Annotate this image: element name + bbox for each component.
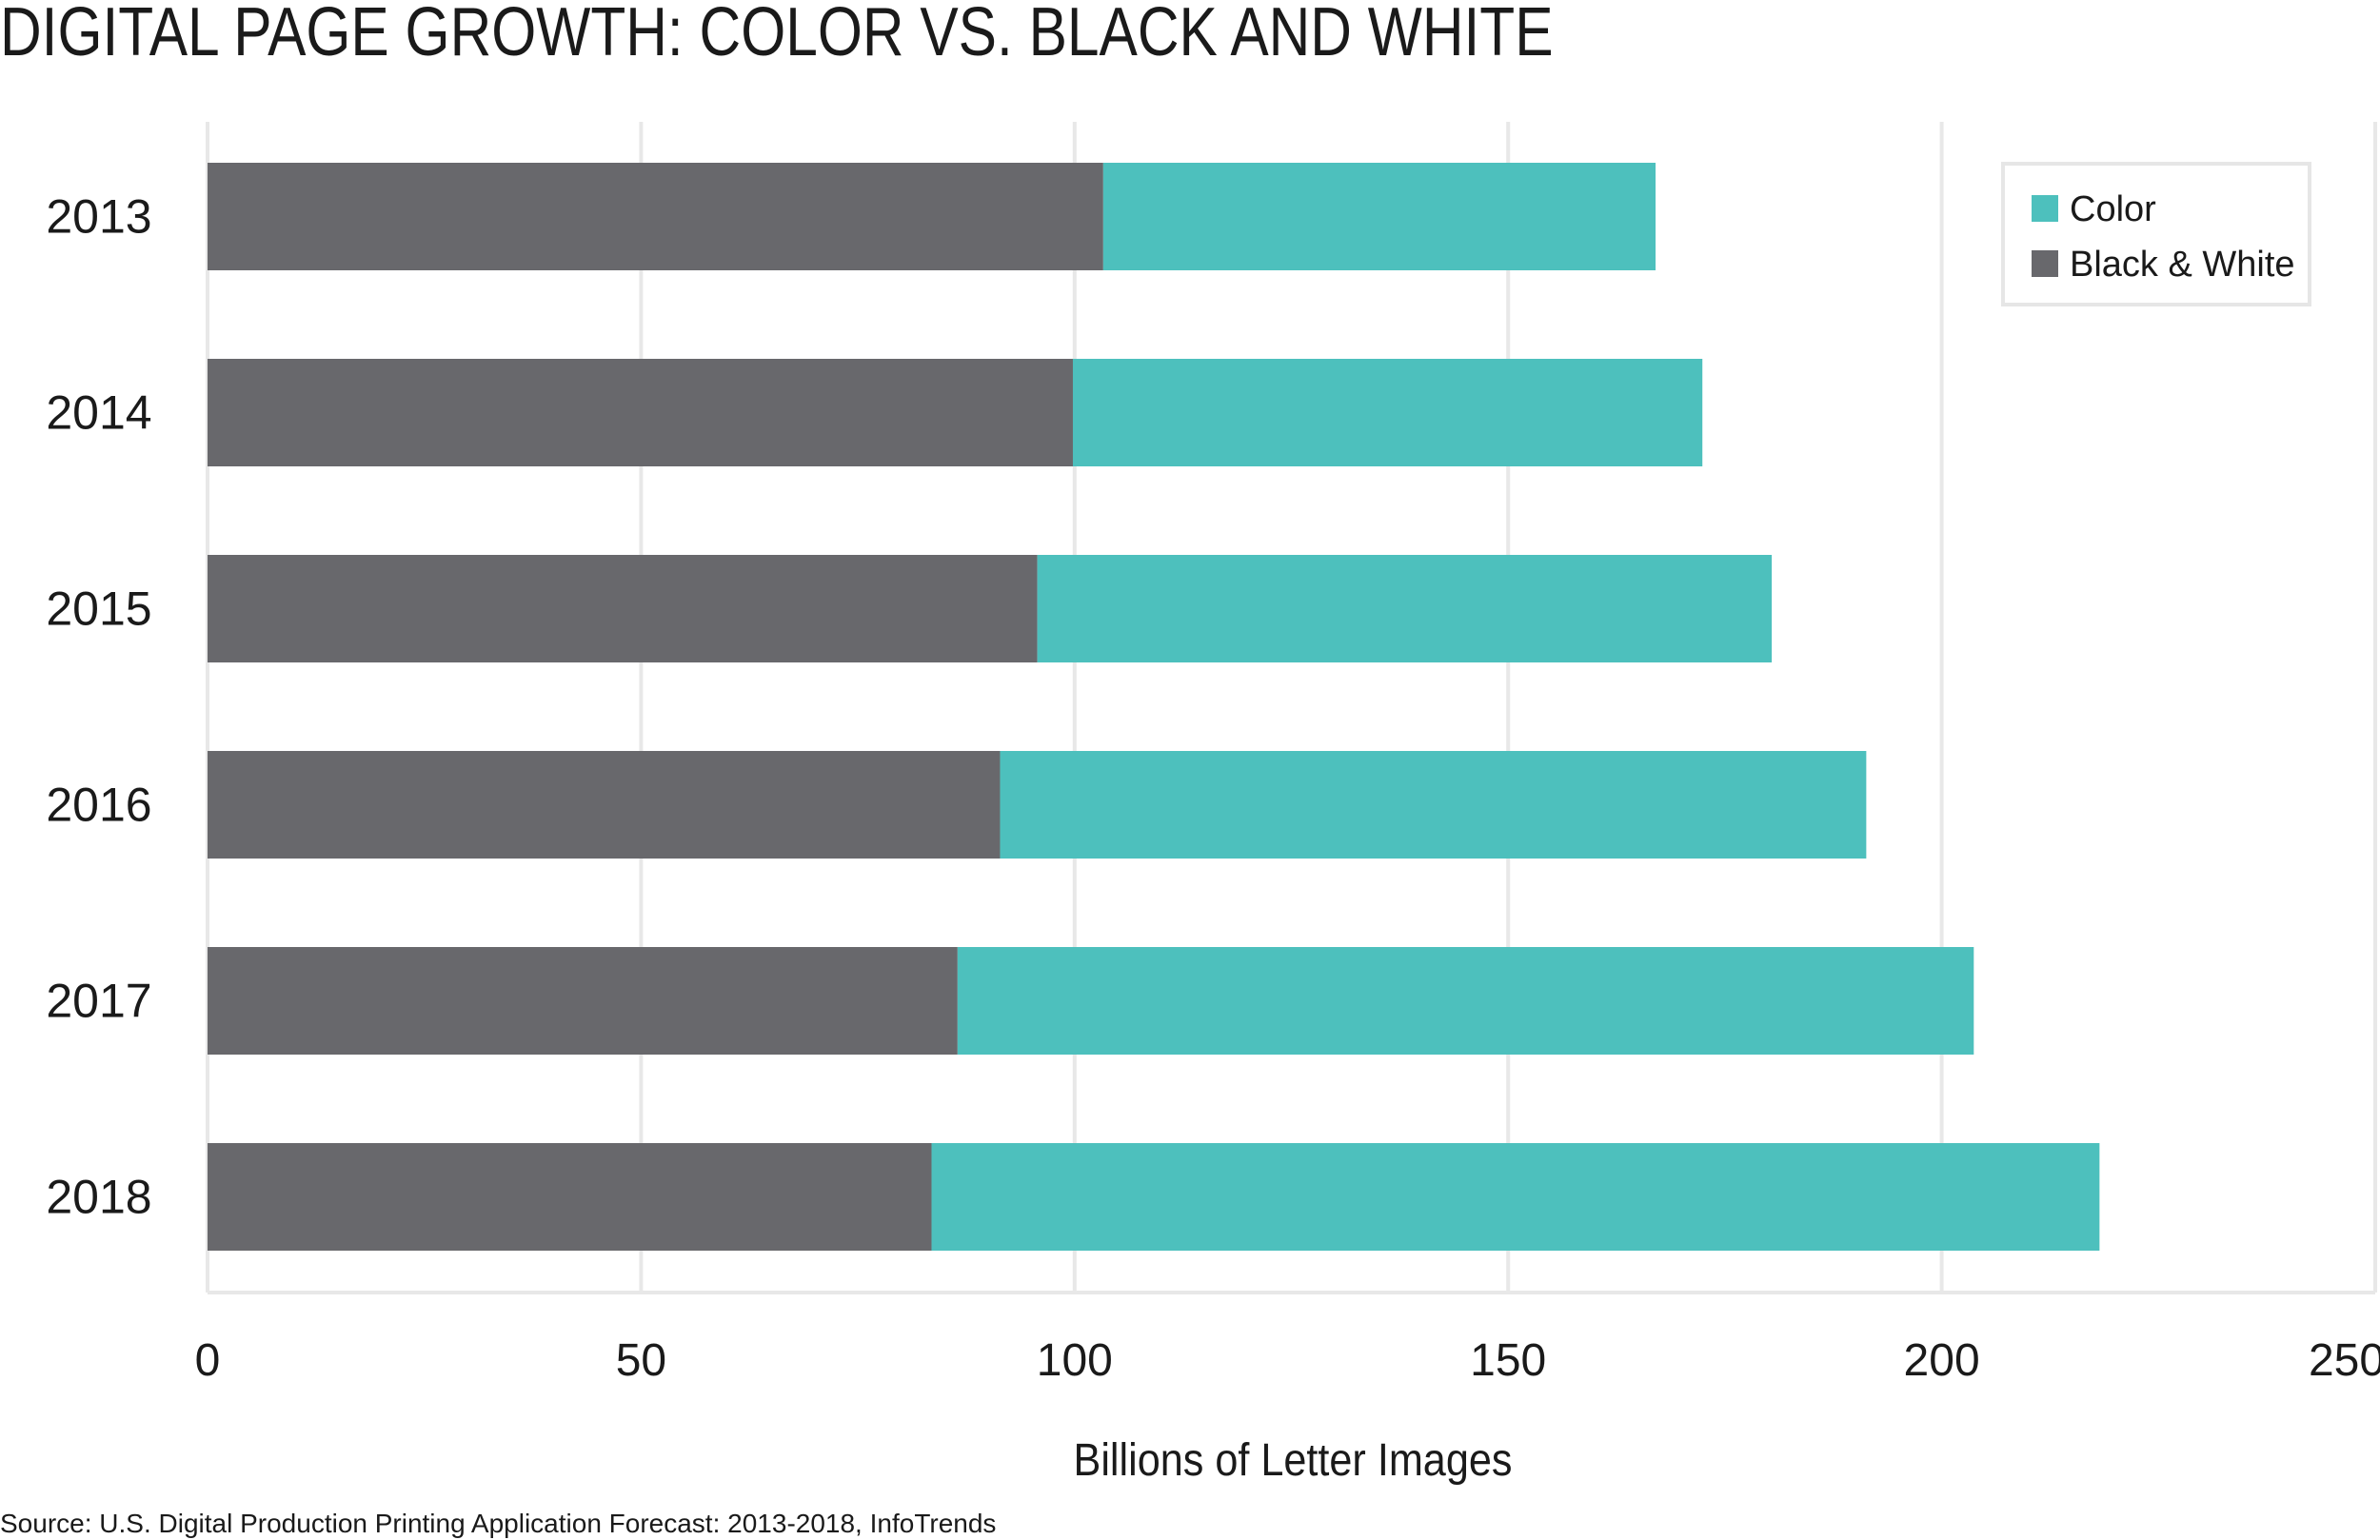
x-axis-label: Billions of Letter Images: [1074, 1434, 1513, 1486]
y-tick-label: 2017: [46, 975, 151, 1028]
bar-black-white-2015: [208, 555, 1038, 662]
bar-color-2015: [1037, 555, 1773, 662]
x-tick-label: 150: [1470, 1335, 1546, 1386]
x-tick-labels: 0 50 100 150 200 250: [195, 1335, 2380, 1386]
bar-black-white-2017: [208, 947, 958, 1055]
y-tick-label: 2013: [46, 190, 151, 244]
legend-box: [2001, 162, 2311, 306]
bar-color-2016: [1000, 751, 1867, 859]
bar-black-white-2018: [208, 1143, 932, 1251]
legend-swatch-bw: [2032, 250, 2058, 277]
y-tick-labels: 2013 2014 2015 2016 2017 2018: [46, 190, 151, 1224]
legend-swatch-color: [2032, 195, 2058, 222]
bars: [208, 163, 2100, 1251]
y-tick-label: 2018: [46, 1171, 151, 1224]
bar-black-white-2014: [208, 359, 1073, 466]
bar-black-white-2013: [208, 163, 1103, 270]
source-note: Source: U.S. Digital Production Printing…: [0, 1509, 996, 1538]
y-tick-label: 2015: [46, 582, 151, 636]
x-tick-label: 200: [1904, 1335, 1980, 1386]
y-tick-label: 2014: [46, 386, 151, 440]
bar-color-2014: [1072, 359, 1703, 466]
legend-label-color: Color: [2070, 189, 2156, 229]
x-tick-label: 0: [195, 1335, 221, 1386]
legend-label-bw: Black & White: [2070, 245, 2295, 285]
bar-color-2013: [1102, 163, 1656, 270]
bar-color-2018: [931, 1143, 2100, 1251]
bar-black-white-2016: [208, 751, 1001, 859]
legend: Color Black & White: [2001, 162, 2311, 306]
x-tick-label: 250: [2309, 1335, 2380, 1386]
bar-color-2017: [957, 947, 1974, 1055]
x-tick-label: 50: [616, 1335, 666, 1386]
gridlines: [206, 122, 2377, 1294]
chart-title: DIGITAL PAGE GROWTH: COLOR VS. BLACK AND…: [0, 0, 1554, 70]
y-tick-label: 2016: [46, 779, 151, 832]
x-tick-label: 100: [1037, 1335, 1113, 1386]
